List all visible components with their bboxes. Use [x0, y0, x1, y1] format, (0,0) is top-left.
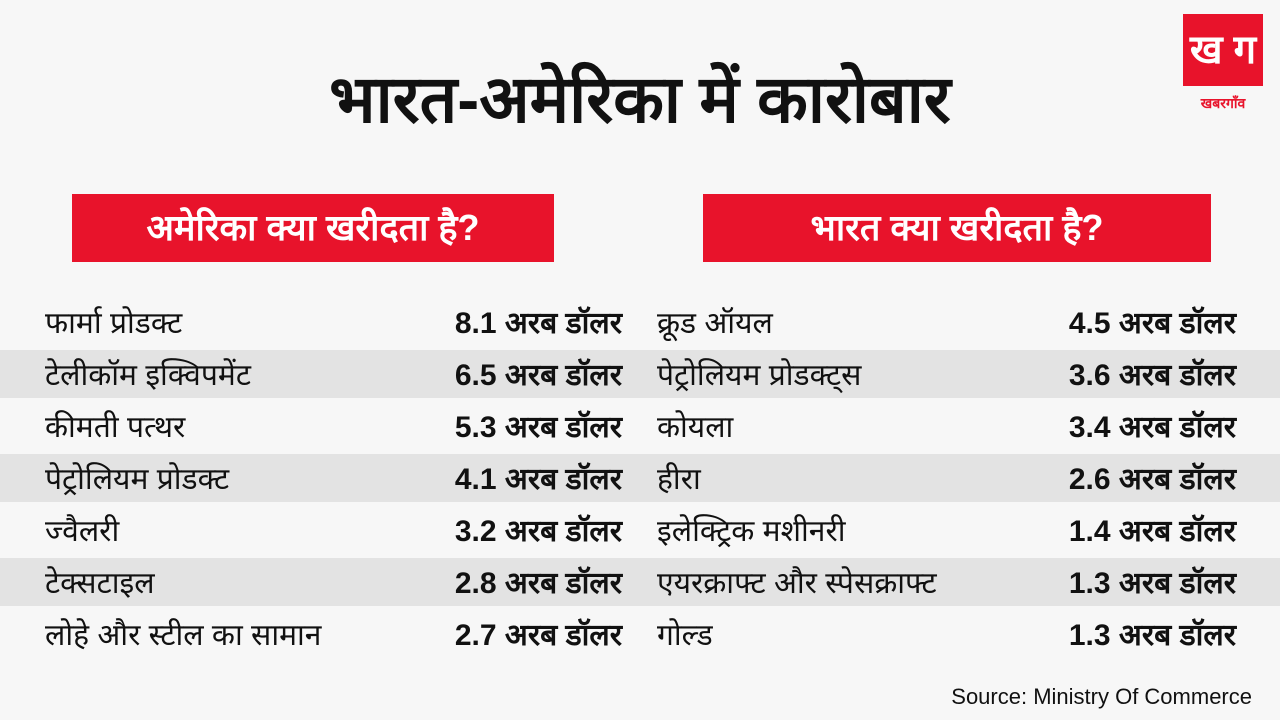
- india-item-value: 1.4 अरब डॉलर: [1068, 515, 1236, 548]
- us-buys-heading: अमेरिका क्या खरीदता है?: [72, 194, 554, 262]
- us-item-name: कीमती पत्थर: [45, 411, 186, 444]
- source-note: Source: Ministry Of Commerce: [951, 684, 1252, 709]
- india-item-value: 3.4 अरब डॉलर: [1068, 411, 1236, 444]
- brand-logo: ख ग खबरगाँव: [1183, 14, 1263, 113]
- us-item-name: पेट्रोलियम प्रोडक्ट: [45, 463, 230, 496]
- us-item-value: 3.2 अरब डॉलर: [454, 515, 622, 548]
- page-title: भारत-अमेरिका में कारोबार: [329, 62, 951, 136]
- india-buys-heading: भारत क्या खरीदता है?: [703, 194, 1211, 262]
- india-item-name: एयरक्राफ्ट और स्पेसक्राफ्ट: [657, 567, 937, 600]
- us-item-value: 6.5 अरब डॉलर: [454, 359, 622, 392]
- us-item-name: लोहे और स्टील का सामान: [45, 619, 322, 652]
- us-item-name: ज्वैलरी: [45, 515, 120, 548]
- row-stripe: [0, 558, 1280, 606]
- us-item-value: 2.8 अरब डॉलर: [454, 567, 622, 600]
- logo-name: खबरगाँव: [1200, 95, 1246, 111]
- india-item-value: 3.6 अरब डॉलर: [1068, 359, 1236, 392]
- us-item-name: टेक्सटाइल: [45, 567, 155, 600]
- india-item-value: 1.3 अरब डॉलर: [1068, 567, 1236, 600]
- india-item-value: 2.6 अरब डॉलर: [1068, 463, 1236, 496]
- india-item-name: हीरा: [657, 463, 701, 496]
- us-item-name: टेलीकॉम इक्विपमेंट: [45, 359, 251, 392]
- india-item-value: 1.3 अरब डॉलर: [1068, 619, 1236, 652]
- india-item-name: गोल्ड: [657, 619, 713, 652]
- us-item-value: 5.3 अरब डॉलर: [454, 411, 622, 444]
- india-item-name: कोयला: [657, 411, 734, 444]
- us-item-value: 2.7 अरब डॉलर: [454, 619, 622, 652]
- us-item-value: 8.1 अरब डॉलर: [454, 307, 622, 340]
- india-item-value: 4.5 अरब डॉलर: [1068, 307, 1236, 340]
- logo-mark: ख ग: [1183, 14, 1263, 86]
- row-stripe: [0, 454, 1280, 502]
- row-stripe: [0, 350, 1280, 398]
- india-item-name: क्रूड ऑयल: [657, 307, 773, 340]
- india-item-name: इलेक्ट्रिक मशीनरी: [657, 515, 846, 548]
- india-item-name: पेट्रोलियम प्रोडक्ट्स: [657, 359, 862, 392]
- us-item-value: 4.1 अरब डॉलर: [454, 463, 622, 496]
- us-item-name: फार्मा प्रोडक्ट: [45, 307, 183, 340]
